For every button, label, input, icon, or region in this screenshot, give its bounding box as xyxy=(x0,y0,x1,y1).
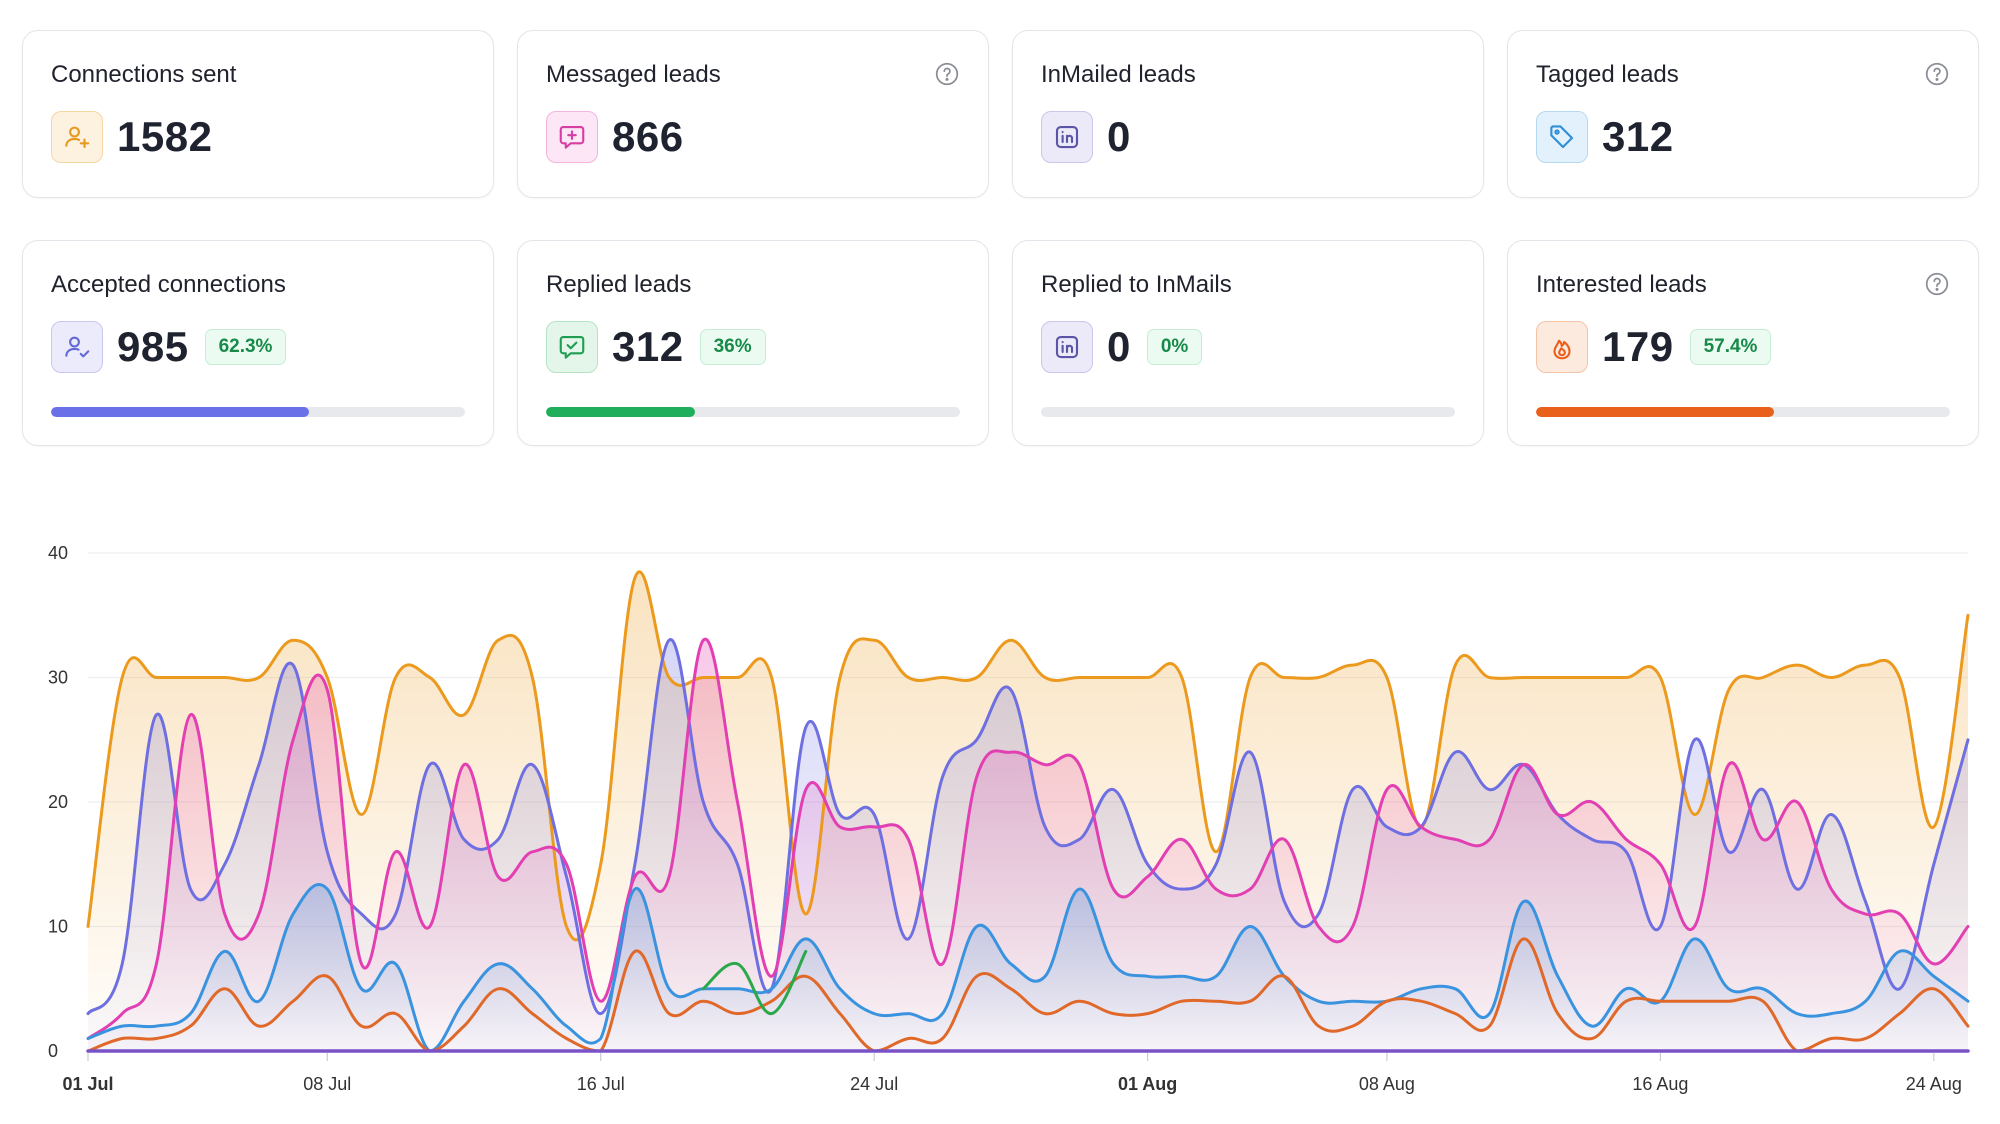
tag-icon xyxy=(1536,111,1588,163)
progress-fill xyxy=(546,407,696,417)
card-inmailed-leads: InMailed leads 0 xyxy=(1012,30,1484,198)
help-icon[interactable] xyxy=(934,61,960,87)
y-tick-label: 0 xyxy=(48,1041,58,1061)
card-value: 985 xyxy=(117,323,189,370)
percent-badge: 62.3% xyxy=(204,329,287,365)
help-icon[interactable] xyxy=(1924,271,1950,297)
user-check-icon xyxy=(51,321,103,373)
activity-area-chart: 0 10 20 30 40 01 Jul 08 Jul 16 Jul 24 Jul 01 Aug… xyxy=(48,543,1970,1094)
series-area-pink xyxy=(88,639,1968,1051)
user-plus-icon xyxy=(51,111,103,163)
x-tick-label: 01 Jul xyxy=(62,1074,113,1094)
card-value: 1582 xyxy=(117,113,213,160)
progress-bar xyxy=(546,407,960,417)
y-axis-ticks: 0 10 20 30 40 xyxy=(48,543,68,1061)
card-connections-sent: Connections sent 1582 xyxy=(22,30,494,198)
progress-bar xyxy=(1041,407,1455,417)
card-value: 0 xyxy=(1107,113,1131,160)
x-axis-ticks: 01 Jul 08 Jul 16 Jul 24 Jul 01 Aug 08 Aug 16 A… xyxy=(62,1053,1962,1094)
series-line-blue xyxy=(86,883,1970,1053)
message-check-icon xyxy=(546,321,598,373)
series-areas xyxy=(88,571,1968,1051)
card-accepted-connections: Accepted connections 985 62.3% xyxy=(22,240,494,446)
y-tick-label: 30 xyxy=(48,668,68,688)
card-title: Replied to InMails xyxy=(1041,271,1232,298)
card-title: Messaged leads xyxy=(546,61,721,88)
progress-fill xyxy=(51,407,309,417)
series-line-orange xyxy=(86,570,1970,942)
card-title: InMailed leads xyxy=(1041,61,1196,88)
series-lines xyxy=(86,570,1970,1053)
card-value: 866 xyxy=(612,113,684,160)
series-line-green xyxy=(701,949,808,1016)
x-tick-label: 08 Jul xyxy=(303,1074,351,1094)
progress-fill xyxy=(1536,407,1774,417)
flame-icon xyxy=(1536,321,1588,373)
help-icon[interactable] xyxy=(1924,61,1950,87)
card-replied-leads: Replied leads 312 36% xyxy=(517,240,989,446)
percent-badge: 36% xyxy=(699,329,766,365)
card-title: Tagged leads xyxy=(1536,61,1679,88)
card-value: 312 xyxy=(1602,113,1674,160)
x-tick-label: 16 Aug xyxy=(1632,1074,1688,1094)
linkedin-icon xyxy=(1041,111,1093,163)
card-tagged-leads: Tagged leads 312 xyxy=(1507,30,1979,198)
series-line-red xyxy=(86,937,1970,1053)
card-title: Accepted connections xyxy=(51,271,286,298)
series-line-purple xyxy=(86,638,1970,1016)
card-value: 179 xyxy=(1602,323,1674,370)
message-plus-icon xyxy=(546,111,598,163)
percent-badge: 57.4% xyxy=(1689,329,1772,365)
x-tick-label: 24 Aug xyxy=(1906,1074,1962,1094)
card-interested-leads: Interested leads 179 57.4% xyxy=(1507,240,1979,446)
linkedin-icon xyxy=(1041,321,1093,373)
x-tick-label: 16 Jul xyxy=(577,1074,625,1094)
x-tick-label: 24 Jul xyxy=(850,1074,898,1094)
series-line-pink xyxy=(86,637,1970,1041)
card-messaged-leads: Messaged leads 866 xyxy=(517,30,989,198)
progress-bar xyxy=(1536,407,1950,417)
progress-bar xyxy=(51,407,465,417)
percent-badge: 0% xyxy=(1146,329,1203,365)
card-value: 312 xyxy=(612,323,684,370)
card-title: Interested leads xyxy=(1536,271,1707,298)
card-value: 0 xyxy=(1107,323,1131,370)
card-title: Connections sent xyxy=(51,61,237,88)
card-title: Replied leads xyxy=(546,271,692,298)
y-tick-label: 40 xyxy=(48,543,68,563)
y-tick-label: 20 xyxy=(48,792,68,812)
x-tick-label: 01 Aug xyxy=(1118,1074,1177,1094)
card-replied-to-inmails: Replied to InMails 0 0% xyxy=(1012,240,1484,446)
x-tick-label: 08 Aug xyxy=(1359,1074,1415,1094)
y-tick-label: 10 xyxy=(48,917,68,937)
